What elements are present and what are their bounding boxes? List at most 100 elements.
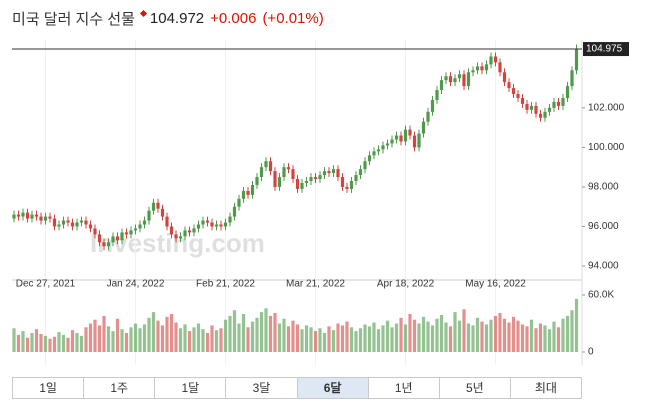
candle-body (507, 82, 511, 89)
volume-bar (66, 337, 70, 352)
candle-body (520, 97, 525, 104)
candle-body (120, 232, 124, 241)
candle-body (34, 214, 39, 217)
candle-body (151, 202, 156, 211)
volume-bar (394, 323, 399, 352)
candle-body (367, 155, 372, 162)
candle-body (52, 218, 57, 227)
range-tab[interactable]: 1일 (13, 378, 85, 398)
candle-body (394, 135, 399, 140)
candle-body (471, 70, 475, 73)
volume-bar (538, 323, 543, 352)
candle-body (336, 169, 340, 178)
candle-body (75, 222, 79, 227)
candle-body (147, 210, 151, 221)
candle-body (39, 216, 43, 221)
volume-bar (439, 314, 444, 352)
candle-body (340, 177, 345, 187)
candle-body (313, 177, 318, 180)
candle-body (165, 216, 169, 227)
volume-bar (88, 323, 93, 352)
candle-body (525, 103, 529, 110)
volume-bar (111, 331, 115, 352)
volume-bar (466, 323, 471, 352)
x-tick-label: Mar 21, 2022 (286, 279, 345, 290)
range-tab[interactable]: 5년 (440, 378, 511, 398)
volume-bar (178, 328, 183, 352)
candle-body (268, 161, 273, 172)
volume-bar (385, 320, 390, 352)
volume-tick-label: 0 (588, 347, 594, 358)
volume-bar (70, 330, 75, 352)
volume-bar (48, 338, 52, 352)
candle-body (264, 161, 268, 168)
candle-body (174, 234, 178, 239)
x-tick-label: May 16, 2022 (465, 279, 526, 290)
volume-bar (313, 331, 318, 352)
y-tick-label: 102.000 (588, 103, 625, 114)
x-tick-label: Jan 24, 2022 (107, 279, 165, 290)
candle-body (30, 214, 34, 219)
volume-bar (543, 325, 547, 352)
candle-body (124, 232, 129, 235)
x-tick-label: Apr 18, 2022 (377, 279, 435, 290)
range-tab[interactable]: 3달 (226, 378, 298, 398)
volume-bar (219, 328, 223, 352)
candle-body (259, 167, 264, 178)
volume-bar (106, 326, 111, 352)
range-tab[interactable]: 1달 (155, 378, 227, 398)
volume-bar (169, 314, 174, 352)
range-tab[interactable]: 1주 (84, 378, 156, 398)
volume-bar (61, 334, 66, 352)
last-price-label: 104.975 (586, 44, 623, 55)
candle-body (457, 74, 462, 79)
candle-body (192, 228, 196, 233)
candle-body (385, 143, 390, 146)
volume-bar (403, 324, 408, 352)
volume-bar (444, 322, 448, 352)
candle-body (178, 236, 183, 239)
volume-bar (39, 333, 43, 352)
candle-body (502, 72, 507, 83)
volume-bar (196, 323, 201, 352)
volume-bar (228, 315, 232, 352)
candle-body (66, 220, 70, 223)
candle-body (556, 101, 561, 106)
candle-body (574, 49, 579, 71)
candle-body (435, 90, 439, 100)
volume-bar (34, 329, 39, 352)
volume-bar (498, 313, 502, 352)
volume-bar (210, 325, 214, 352)
volume-bar (57, 332, 61, 352)
volume-bar (529, 319, 534, 352)
candle-body (12, 214, 16, 219)
volume-bar (138, 328, 142, 352)
candle-body (282, 167, 286, 178)
volume-bar (264, 308, 268, 352)
range-tab[interactable]: 최대 (534, 381, 557, 395)
volume-bar (448, 326, 453, 352)
candle-body (345, 186, 349, 189)
candle-body (255, 177, 259, 185)
volume-bar (201, 329, 205, 352)
candle-body (448, 76, 453, 83)
candle-body (327, 171, 331, 174)
volume-bar (552, 321, 556, 352)
change: +0.006 (210, 9, 257, 27)
range-tab[interactable]: 1년 (369, 378, 440, 398)
candle-body (129, 230, 133, 235)
volume-bar (367, 326, 372, 352)
candle-body (489, 56, 493, 65)
volume-bar (408, 314, 412, 352)
volume-bar (282, 318, 286, 352)
volume-bar (21, 331, 25, 352)
y-tick-label: 96.000 (588, 221, 619, 232)
candle-body (538, 113, 543, 118)
volume-bar (255, 317, 259, 352)
volume-bar (534, 328, 538, 352)
range-tab[interactable]: 6달 (297, 378, 369, 398)
volume-bar (421, 316, 426, 352)
volume-bar (156, 320, 160, 352)
candle-body (48, 216, 52, 219)
volume-bar (79, 335, 84, 352)
